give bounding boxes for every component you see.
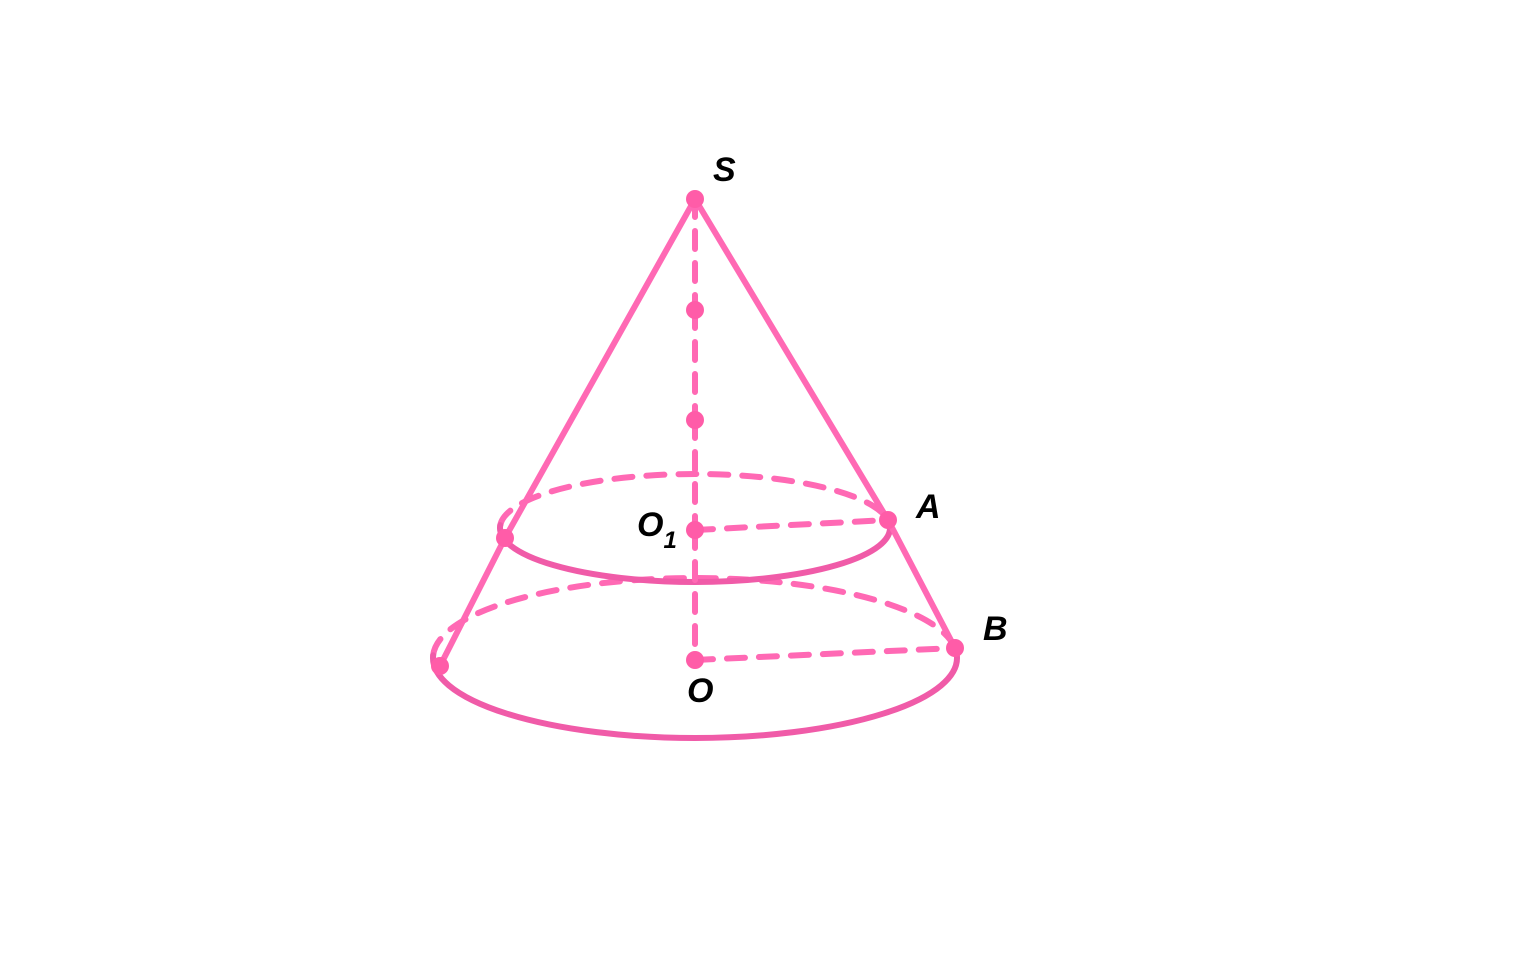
point-S (686, 190, 704, 208)
cone-diagram: S O1 A O B (0, 0, 1536, 954)
label-B: B (983, 610, 1008, 648)
label-O: O (687, 672, 713, 710)
point-A_left (496, 529, 514, 547)
point-O1 (686, 521, 704, 539)
segment (440, 538, 505, 666)
label-O1: O1 (637, 506, 677, 554)
point-axis_p1 (686, 301, 704, 319)
point-B_left (431, 657, 449, 675)
point-axis_p2 (686, 411, 704, 429)
segment (695, 648, 955, 660)
segment (888, 520, 955, 648)
segment (505, 199, 695, 538)
segment (695, 520, 888, 530)
point-A (879, 511, 897, 529)
label-A: A (915, 488, 941, 526)
point-B (946, 639, 964, 657)
point-O (686, 651, 704, 669)
label-S: S (713, 151, 736, 189)
